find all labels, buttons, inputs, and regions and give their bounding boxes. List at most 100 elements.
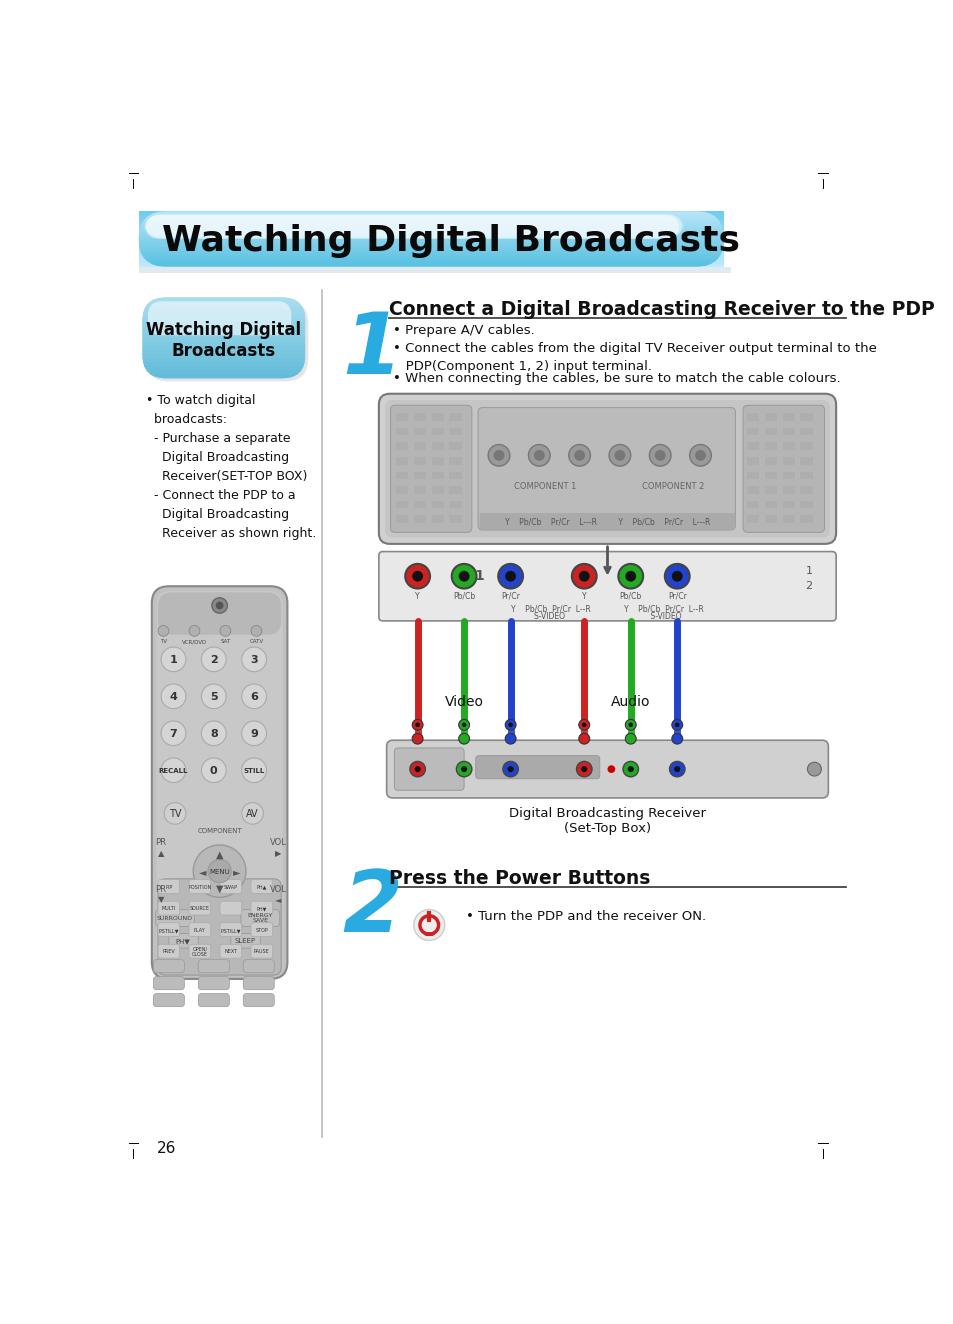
Bar (781, 457, 794, 465)
Bar (414, 457, 426, 465)
Bar (138, 226, 723, 229)
Circle shape (405, 564, 430, 589)
Text: SWAP: SWAP (224, 884, 237, 890)
Bar (138, 260, 723, 262)
Bar (449, 413, 461, 421)
Text: 8: 8 (210, 730, 217, 739)
Bar (449, 486, 461, 494)
Circle shape (458, 733, 469, 744)
Bar (414, 428, 426, 436)
FancyBboxPatch shape (385, 400, 829, 538)
Circle shape (412, 733, 422, 744)
Circle shape (578, 571, 589, 581)
Circle shape (251, 625, 261, 637)
FancyBboxPatch shape (251, 923, 273, 936)
FancyBboxPatch shape (148, 302, 291, 335)
FancyBboxPatch shape (153, 960, 184, 973)
Circle shape (669, 761, 684, 777)
Bar (142, 375, 305, 380)
Circle shape (505, 571, 516, 581)
Bar (138, 265, 723, 267)
Circle shape (161, 685, 186, 708)
Bar (746, 500, 759, 508)
Bar (138, 228, 723, 230)
Bar (414, 442, 426, 450)
Text: MULTI: MULTI (161, 907, 176, 911)
Bar (449, 457, 461, 465)
Circle shape (452, 564, 476, 589)
Bar (138, 230, 723, 233)
Text: 0: 0 (210, 767, 217, 776)
Circle shape (505, 719, 516, 731)
Circle shape (624, 719, 636, 731)
Bar (138, 234, 723, 237)
Bar (138, 225, 723, 228)
Circle shape (220, 625, 231, 637)
Text: MENU: MENU (209, 869, 230, 875)
Bar (138, 229, 723, 232)
Circle shape (695, 450, 705, 461)
Bar (138, 252, 723, 254)
Circle shape (618, 564, 642, 589)
Bar (138, 213, 723, 214)
Text: Pb/Cb: Pb/Cb (619, 592, 641, 601)
Bar (138, 233, 723, 236)
Bar (800, 515, 812, 523)
Circle shape (215, 601, 223, 609)
Text: VOL
◄: VOL ◄ (270, 884, 286, 904)
Bar (138, 212, 723, 213)
Bar (138, 263, 723, 266)
Bar (138, 218, 723, 220)
Bar (414, 413, 426, 421)
Bar (800, 500, 812, 508)
Bar (138, 229, 723, 232)
FancyBboxPatch shape (251, 902, 273, 915)
Text: Pr/Cr: Pr/Cr (667, 592, 686, 601)
Bar (142, 334, 305, 339)
Bar (142, 314, 305, 319)
Bar (138, 253, 723, 256)
Circle shape (614, 450, 624, 461)
Text: • When connecting the cables, be sure to match the cable colours.: • When connecting the cables, be sure to… (393, 372, 840, 385)
Text: NEXT: NEXT (224, 949, 237, 955)
Bar (138, 265, 723, 267)
Bar (449, 442, 461, 450)
Bar (142, 346, 305, 351)
Bar (138, 257, 723, 260)
Circle shape (671, 733, 682, 744)
FancyBboxPatch shape (378, 393, 835, 544)
Bar (764, 428, 777, 436)
FancyBboxPatch shape (220, 879, 241, 894)
Circle shape (674, 723, 679, 727)
Circle shape (161, 647, 186, 671)
Circle shape (578, 733, 589, 744)
Bar (142, 310, 305, 315)
Text: Y    Pb/Cb    Pr/Cr    L---R         Y    Pb/Cb    Pr/Cr    L---R: Y Pb/Cb Pr/Cr L---R Y Pb/Cb Pr/Cr L---R (504, 518, 709, 526)
Circle shape (576, 761, 592, 777)
Circle shape (580, 767, 587, 772)
Bar (138, 241, 723, 242)
Bar (138, 224, 723, 226)
FancyBboxPatch shape (390, 405, 472, 532)
Bar (138, 242, 723, 244)
Circle shape (497, 564, 522, 589)
Text: TV: TV (169, 809, 181, 820)
Bar (800, 413, 812, 421)
Bar (142, 330, 305, 335)
FancyBboxPatch shape (155, 910, 194, 927)
Text: COMPONENT 2: COMPONENT 2 (641, 482, 704, 491)
Bar (414, 500, 426, 508)
Circle shape (574, 450, 584, 461)
Bar (764, 515, 777, 523)
FancyBboxPatch shape (198, 977, 229, 990)
Circle shape (578, 719, 589, 731)
Circle shape (671, 719, 682, 731)
FancyBboxPatch shape (394, 748, 464, 790)
Circle shape (627, 767, 633, 772)
Bar (800, 471, 812, 479)
Text: 1: 1 (475, 569, 484, 583)
Bar (746, 457, 759, 465)
Bar (746, 442, 759, 450)
Bar (142, 298, 305, 303)
Text: ▲: ▲ (215, 850, 223, 861)
